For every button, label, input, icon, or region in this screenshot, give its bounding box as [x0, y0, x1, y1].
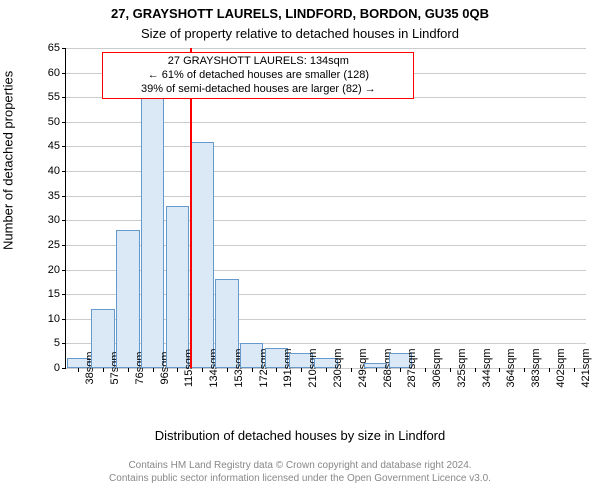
annotation-line: 27 GRAYSHOTT LAURELS: 134sqm: [107, 55, 409, 69]
y-tick-label: 55: [48, 91, 66, 103]
attribution-line-2: Contains public sector information licen…: [0, 473, 600, 486]
y-tick-label: 20: [48, 264, 66, 276]
y-tick-label: 45: [48, 140, 66, 152]
x-tick-label: 364sqm: [499, 348, 517, 387]
y-tick-label: 60: [48, 67, 66, 79]
histogram-bar: [116, 230, 140, 368]
y-tick-label: 10: [48, 313, 66, 325]
x-tick-label: 325sqm: [450, 348, 468, 387]
annotation-box: 27 GRAYSHOTT LAURELS: 134sqm← 61% of det…: [102, 52, 414, 99]
y-tick-label: 65: [48, 42, 66, 54]
x-tick-label: 230sqm: [326, 348, 344, 387]
histogram-bar: [190, 142, 214, 368]
x-tick-label: 383sqm: [524, 348, 542, 387]
y-tick-label: 15: [48, 288, 66, 300]
x-tick-label: 210sqm: [301, 348, 319, 387]
grid-line: [66, 48, 586, 49]
y-tick-label: 0: [54, 362, 66, 374]
histogram-bar: [141, 97, 165, 368]
y-axis-label: Number of detached properties: [1, 71, 16, 250]
annotation-line: 39% of semi-detached houses are larger (…: [107, 83, 409, 97]
plot-area: 0510152025303540455055606538sqm57sqm76sq…: [65, 48, 586, 369]
attribution-text: Contains HM Land Registry data © Crown c…: [0, 460, 600, 485]
annotation-line: ← 61% of detached houses are smaller (12…: [107, 69, 409, 83]
y-tick-label: 30: [48, 214, 66, 226]
x-tick-label: 402sqm: [549, 348, 567, 387]
title-line-2: Size of property relative to detached ho…: [0, 26, 600, 41]
y-tick-label: 25: [48, 239, 66, 251]
y-tick-label: 5: [54, 337, 66, 349]
x-tick-label: 306sqm: [425, 348, 443, 387]
x-tick-label: 249sqm: [351, 348, 369, 387]
y-tick-label: 40: [48, 165, 66, 177]
x-tick-label: 287sqm: [400, 348, 418, 387]
x-tick-label: 344sqm: [475, 348, 493, 387]
y-tick-label: 35: [48, 190, 66, 202]
figure: 27, GRAYSHOTT LAURELS, LINDFORD, BORDON,…: [0, 0, 600, 500]
attribution-line-1: Contains HM Land Registry data © Crown c…: [0, 460, 600, 473]
histogram-bar: [166, 206, 190, 368]
x-axis-label: Distribution of detached houses by size …: [0, 428, 600, 443]
title-line-1: 27, GRAYSHOTT LAURELS, LINDFORD, BORDON,…: [0, 6, 600, 21]
y-tick-label: 50: [48, 116, 66, 128]
x-tick-label: 421sqm: [574, 348, 592, 387]
